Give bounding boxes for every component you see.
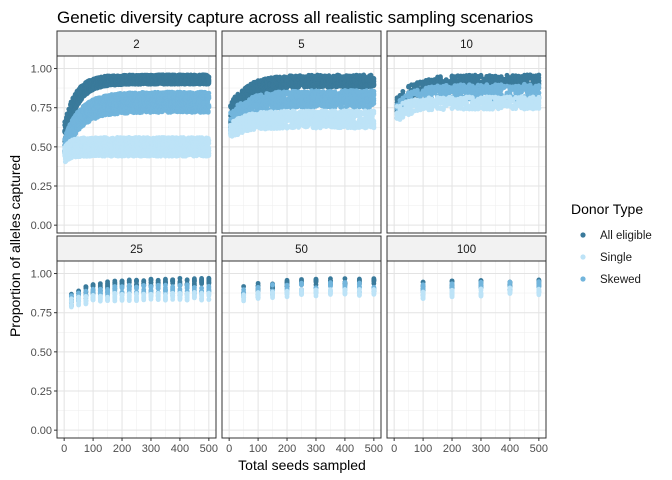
data-point: [206, 102, 212, 108]
data-points: [62, 72, 212, 165]
x-axis-label: Total seeds sampled: [238, 457, 366, 473]
facet-strip-label: 2: [133, 39, 139, 51]
data-point: [206, 80, 212, 85]
chart-title: Genetic diversity capture across all rea…: [57, 8, 533, 27]
data-point: [206, 90, 212, 96]
series-all-eligible: [62, 72, 212, 148]
facet-panels: 20.000.250.500.751.005 10250.000.250.500.…: [31, 30, 548, 455]
data-point: [205, 109, 211, 115]
facet-strip: [56, 30, 217, 57]
y-axis-label: Proportion of alleles captured: [7, 155, 23, 337]
facet-panel-2: 20.000.250.500.751.00: [31, 30, 217, 234]
